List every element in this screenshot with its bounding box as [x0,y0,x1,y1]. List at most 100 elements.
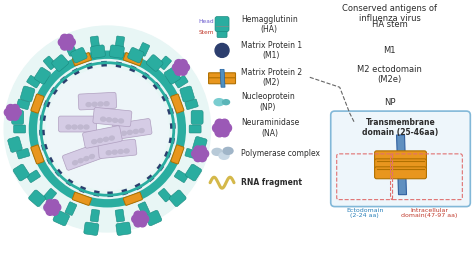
Circle shape [175,67,182,75]
FancyBboxPatch shape [58,116,96,132]
Ellipse shape [112,150,117,154]
Text: Hemagglutinin
(HA): Hemagglutinin (HA) [241,15,298,34]
Ellipse shape [222,100,229,105]
Ellipse shape [86,103,91,107]
Ellipse shape [212,148,222,155]
Text: HA stem: HA stem [372,20,408,29]
FancyBboxPatch shape [174,170,188,183]
FancyBboxPatch shape [171,94,184,113]
Ellipse shape [78,125,83,129]
Circle shape [11,104,19,112]
Circle shape [215,43,229,57]
Circle shape [7,112,15,120]
Circle shape [191,150,200,158]
Circle shape [136,215,144,223]
FancyBboxPatch shape [14,125,26,133]
FancyBboxPatch shape [109,45,124,58]
FancyBboxPatch shape [191,110,203,124]
FancyBboxPatch shape [17,99,30,110]
Circle shape [215,119,224,128]
Circle shape [67,38,75,46]
Circle shape [9,108,17,116]
FancyBboxPatch shape [20,86,35,102]
Ellipse shape [219,152,229,159]
Ellipse shape [84,157,89,161]
Polygon shape [397,135,407,195]
FancyBboxPatch shape [71,47,87,63]
FancyBboxPatch shape [98,139,137,158]
Ellipse shape [107,118,111,122]
Text: NP: NP [384,98,395,107]
FancyBboxPatch shape [331,111,470,207]
FancyBboxPatch shape [27,75,40,88]
Ellipse shape [133,130,138,133]
FancyBboxPatch shape [209,78,236,84]
Circle shape [220,128,229,137]
Circle shape [138,219,146,227]
Ellipse shape [214,99,224,106]
FancyBboxPatch shape [138,202,150,215]
Circle shape [61,34,69,42]
FancyBboxPatch shape [63,143,102,170]
Circle shape [212,124,221,132]
Ellipse shape [90,155,94,159]
FancyBboxPatch shape [374,167,427,179]
Circle shape [11,112,19,120]
Circle shape [51,207,59,215]
FancyBboxPatch shape [73,192,91,205]
Circle shape [13,108,21,116]
FancyBboxPatch shape [17,148,30,159]
Circle shape [199,154,206,162]
FancyBboxPatch shape [8,136,22,152]
Ellipse shape [98,102,103,106]
FancyBboxPatch shape [31,94,44,113]
FancyBboxPatch shape [171,145,184,164]
Circle shape [44,204,52,212]
Circle shape [65,34,73,42]
FancyBboxPatch shape [91,45,105,58]
FancyBboxPatch shape [53,210,70,226]
Ellipse shape [73,161,77,165]
Text: M1: M1 [383,46,396,55]
FancyBboxPatch shape [78,92,117,110]
Text: Matrix Protein 2
(M2): Matrix Protein 2 (M2) [241,68,302,87]
Circle shape [179,67,187,75]
FancyBboxPatch shape [185,148,198,159]
FancyBboxPatch shape [27,170,40,183]
Ellipse shape [78,159,83,163]
FancyBboxPatch shape [189,125,201,133]
FancyBboxPatch shape [215,17,229,31]
Text: Matrix Protein 1
(M1): Matrix Protein 1 (M1) [241,41,302,60]
Text: Head: Head [199,19,214,24]
FancyBboxPatch shape [123,192,142,205]
Circle shape [61,42,69,50]
Polygon shape [220,69,225,87]
Circle shape [194,154,202,162]
FancyBboxPatch shape [145,210,162,226]
Circle shape [46,200,54,208]
FancyBboxPatch shape [180,86,194,102]
FancyBboxPatch shape [93,107,132,127]
Text: Stem: Stem [199,30,214,35]
Circle shape [46,68,168,190]
Circle shape [63,38,71,46]
FancyBboxPatch shape [65,43,77,56]
FancyBboxPatch shape [192,136,207,152]
Circle shape [201,150,209,158]
Circle shape [138,211,146,219]
Text: Intracellular
domain(47-97 aa): Intracellular domain(47-97 aa) [401,208,457,218]
Circle shape [179,60,187,68]
FancyBboxPatch shape [174,75,188,88]
Circle shape [65,42,73,50]
FancyBboxPatch shape [209,73,236,79]
Circle shape [194,146,202,154]
Ellipse shape [84,125,89,129]
Ellipse shape [121,131,127,135]
Ellipse shape [92,140,97,144]
Ellipse shape [118,119,124,123]
Circle shape [4,108,12,116]
Ellipse shape [66,125,71,129]
FancyBboxPatch shape [28,190,46,207]
FancyBboxPatch shape [73,53,91,66]
FancyBboxPatch shape [13,164,29,181]
